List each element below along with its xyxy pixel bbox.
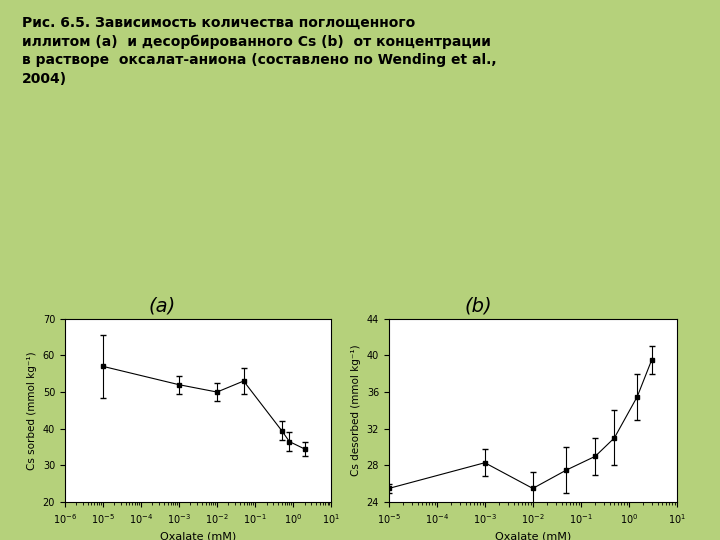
Text: Рис. 6.5. Зависимость количества поглощенного
иллитом (a)  и десорбированного Cs: Рис. 6.5. Зависимость количества поглоще… [22, 16, 496, 86]
Text: (a): (a) [148, 297, 176, 316]
Y-axis label: Cs sorbed (mmol kg⁻¹): Cs sorbed (mmol kg⁻¹) [27, 351, 37, 470]
X-axis label: Oxalate (mM): Oxalate (mM) [495, 531, 571, 540]
Y-axis label: Cs desorbed (mmol kg⁻¹): Cs desorbed (mmol kg⁻¹) [351, 345, 361, 476]
X-axis label: Oxalate (mM): Oxalate (mM) [160, 531, 236, 540]
Text: (b): (b) [465, 297, 492, 316]
